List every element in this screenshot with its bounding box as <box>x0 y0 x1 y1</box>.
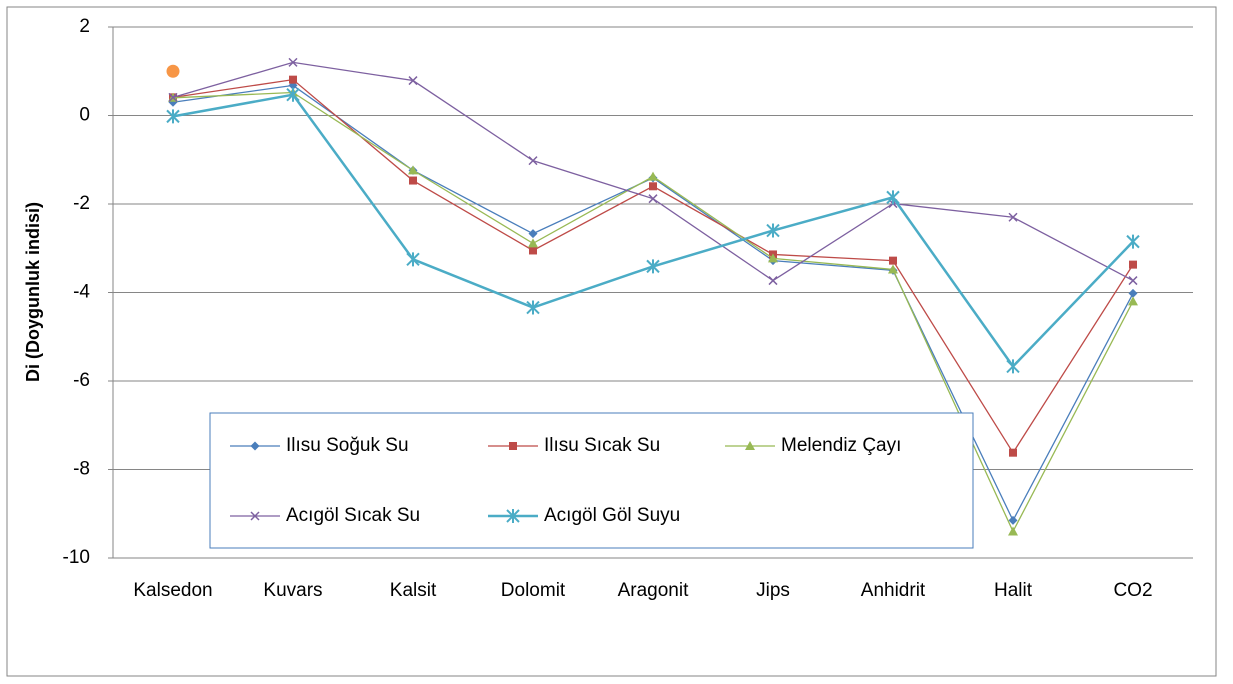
data-point <box>1008 515 1018 525</box>
y-tick-label: -4 <box>73 282 90 303</box>
data-point <box>888 264 898 274</box>
data-point <box>528 229 538 239</box>
data-point <box>1126 234 1140 249</box>
legend-label: Acıgöl Sıcak Su <box>286 505 420 526</box>
x-tick-label: Halit <box>994 580 1033 601</box>
y-tick-label: -10 <box>63 547 90 568</box>
data-point <box>1008 526 1018 536</box>
data-point <box>1129 260 1137 269</box>
data-point <box>288 57 298 67</box>
x-tick-label: Jips <box>756 580 790 601</box>
x-tick-label: CO2 <box>1113 580 1152 601</box>
data-point <box>528 156 538 166</box>
y-tick-label: -8 <box>73 459 90 480</box>
data-point <box>166 109 180 124</box>
data-point <box>648 194 658 204</box>
data-point <box>886 190 900 205</box>
x-tick-label: Aragonit <box>618 580 689 601</box>
data-point <box>408 76 418 86</box>
x-tick-label: Anhidrit <box>861 580 926 601</box>
data-point <box>286 87 300 102</box>
data-point <box>408 165 418 175</box>
data-point <box>889 256 897 265</box>
legend-label: Ilısu Soğuk Su <box>286 435 409 456</box>
y-tick-label: -6 <box>73 370 90 391</box>
data-point <box>1128 288 1138 298</box>
y-axis-title: Di (Doygunluk indisi) <box>23 202 43 382</box>
data-point <box>1008 212 1018 222</box>
legend-marker <box>250 511 260 521</box>
data-point <box>526 300 540 315</box>
chart-border <box>6 6 1217 677</box>
data-point <box>768 276 778 286</box>
legend-marker <box>509 442 517 450</box>
y-tick-label: 2 <box>79 16 90 37</box>
x-tick-label: Kuvars <box>263 580 322 601</box>
x-tick-label: Dolomit <box>501 580 566 601</box>
data-point <box>409 176 417 185</box>
legend-box <box>209 412 974 549</box>
data-point <box>1128 296 1138 306</box>
data-point <box>168 92 178 102</box>
data-point <box>1009 448 1017 457</box>
data-point <box>766 223 780 238</box>
legend-label: Ilısu Sıcak Su <box>544 435 660 456</box>
data-point <box>648 171 658 181</box>
legend-marker <box>506 509 520 523</box>
data-point <box>406 252 420 267</box>
data-point <box>528 238 538 248</box>
data-point <box>768 253 778 263</box>
data-point <box>166 64 180 78</box>
data-point <box>289 75 297 84</box>
data-point <box>649 182 657 191</box>
y-tick-label: 0 <box>79 105 90 126</box>
y-tick-label: -2 <box>73 193 90 214</box>
data-point <box>646 259 660 274</box>
legend-marker <box>250 441 260 451</box>
x-tick-label: Kalsit <box>390 580 437 601</box>
x-tick-label: Kalsedon <box>133 580 212 601</box>
data-point <box>1006 359 1020 374</box>
legend-label: Acıgöl Göl Suyu <box>544 505 680 526</box>
data-point <box>529 246 537 255</box>
legend-marker <box>745 441 755 450</box>
legend-label: Melendiz Çayı <box>781 435 901 456</box>
data-point <box>1128 276 1138 286</box>
